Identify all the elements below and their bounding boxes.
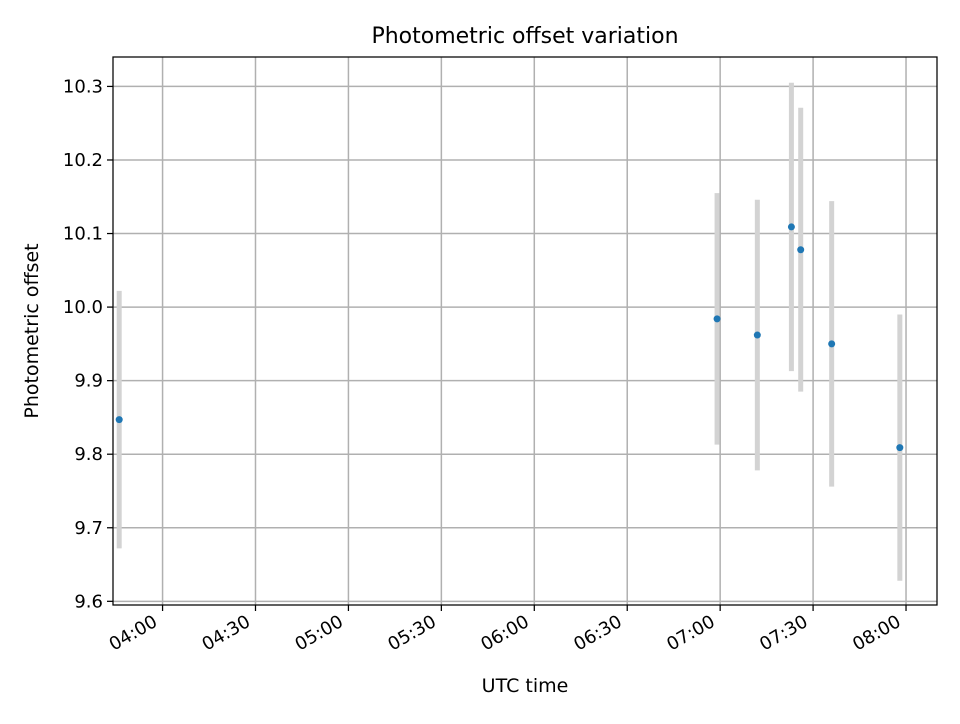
y-tick-label: 9.8 xyxy=(74,444,103,465)
y-tick-label: 9.9 xyxy=(74,371,103,392)
data-point xyxy=(828,340,836,348)
y-tick-label: 9.7 xyxy=(74,518,103,539)
y-tick-label: 10.0 xyxy=(63,297,103,318)
data-point xyxy=(713,315,721,323)
data-point xyxy=(797,246,805,254)
data-point xyxy=(787,223,795,231)
data-point xyxy=(896,444,904,452)
chart-title: Photometric offset variation xyxy=(371,24,678,49)
y-tick-label: 10.2 xyxy=(63,150,103,171)
y-tick-label: 9.6 xyxy=(74,591,103,612)
y-axis-ticks: 9.6 9.7 9.8 9.9 10.0 10.1 10.2 10.3 xyxy=(63,76,113,612)
y-axis-label: Photometric offset xyxy=(21,243,43,418)
y-tick-label: 10.3 xyxy=(63,76,103,97)
data-point xyxy=(753,331,761,339)
x-axis-label: UTC time xyxy=(482,675,569,697)
point-layer xyxy=(115,223,904,452)
data-point xyxy=(115,416,123,424)
plot-frame xyxy=(112,56,938,606)
y-tick-label: 10.1 xyxy=(63,224,103,245)
